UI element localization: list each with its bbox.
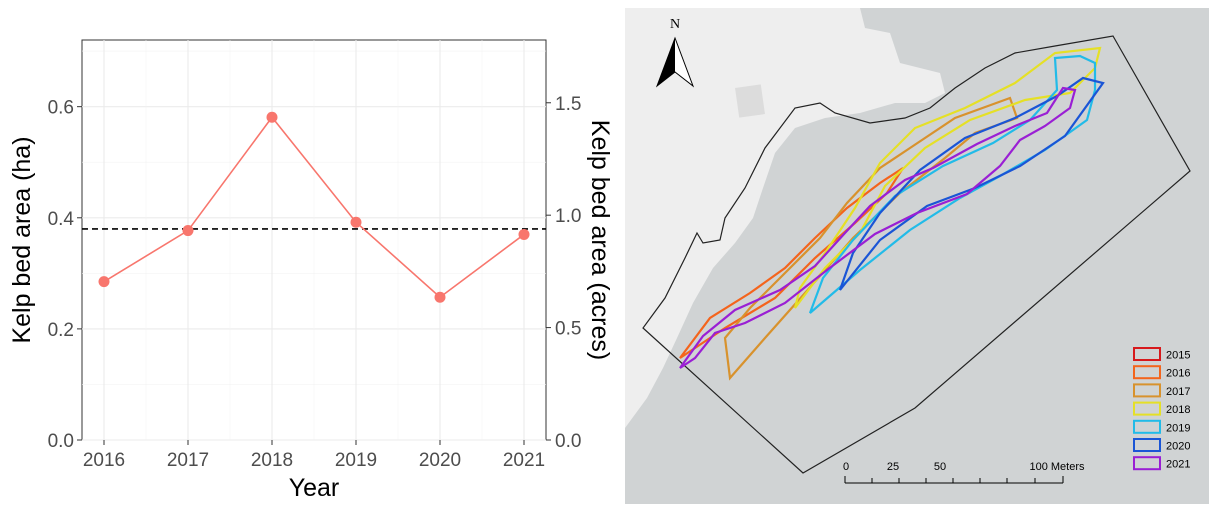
map-svg: N 0 25 50 100 Meters 2015201620172018201… [625,8,1209,504]
legend-swatch-2020 [1133,438,1161,452]
x-tick-label: 2018 [251,450,293,471]
series-layer [98,111,530,303]
scale-label-25: 25 [887,461,899,473]
data-point [518,228,530,240]
legend-label-2020: 2020 [1166,441,1190,453]
kelp-outline-2016 [679,167,904,359]
legend-swatch-2016 [1133,365,1161,380]
kelp-outline-2021 [679,86,1077,369]
land-island [735,84,765,118]
scale-label-0: 0 [843,461,849,473]
axis-layer: 0.0 0.2 0.4 0.6 0.0 0.5 1.0 1.5 2016 2017 2018 2019… [48,94,582,471]
legend-label-2015: 2015 [1166,350,1190,362]
data-point [434,291,446,303]
x-tick-label: 2019 [335,450,377,471]
scale-label-50: 50 [934,461,946,473]
legend-label-2018: 2018 [1166,404,1190,416]
legend-swatch-2015 [1133,347,1161,361]
legend-swatch-2017 [1133,383,1161,398]
kelp-map: N 0 25 50 100 Meters 2015 2016 2017 2018 201… [625,8,1209,504]
x-tick-label: 2016 [83,450,125,471]
x-tick-label: 2017 [167,450,209,471]
scale-bar: 0 25 50 100 Meters [843,461,1085,484]
series-line [103,115,525,299]
y-tick-label: 0.4 [48,209,75,230]
chart-svg: 0.0 0.2 0.4 0.6 0.0 0.5 1.0 1.5 2016 2017 2018 2019… [8,39,614,502]
y-axis-label: Kelp bed area (ha) [8,136,36,343]
kelp-outline-2018 [793,46,1102,309]
y-tick-label: 0.6 [48,98,74,119]
data-point [350,216,362,228]
map-legend: 2015 2016 2017 2018 2019 2020 2021 [1133,347,1190,471]
legend-label-2021: 2021 [1166,459,1190,471]
kelp-outline-2020 [838,76,1105,291]
legend-label-2019: 2019 [1166,422,1190,434]
y2-tick-label: 0.5 [555,319,581,340]
north-arrow: N [655,17,695,88]
y2-axis-label: Kelp bed area (acres) [586,120,614,360]
y2-tick-label: 1.0 [555,206,581,227]
kelp-outlines [679,46,1105,381]
y2-tick-label: 1.5 [555,94,581,115]
y-tick-label: 0.0 [48,431,74,452]
survey-boundary [642,35,1191,474]
data-point [266,111,278,123]
grid-layer [82,40,546,441]
kelp-area-chart: 0.0 0.2 0.4 0.6 0.0 0.5 1.0 1.5 2016 2017 2018 2019… [8,39,614,502]
legend-swatch-2021 [1133,456,1161,471]
legend-swatch-2018 [1133,401,1161,416]
x-tick-label: 2021 [503,450,545,471]
legend-label-2016: 2016 [1166,368,1190,380]
y-tick-label: 0.2 [48,320,74,341]
x-axis-label: Year [289,474,340,502]
y2-tick-label: 0.0 [555,431,581,452]
data-point [182,225,194,237]
legend-swatch-2019 [1133,419,1161,434]
legend-label-2017: 2017 [1166,386,1190,398]
land-area [625,8,945,428]
north-label: N [670,17,680,32]
scale-label-100: 100 Meters [1029,461,1085,473]
data-point [98,276,110,288]
x-tick-label: 2020 [419,450,461,471]
